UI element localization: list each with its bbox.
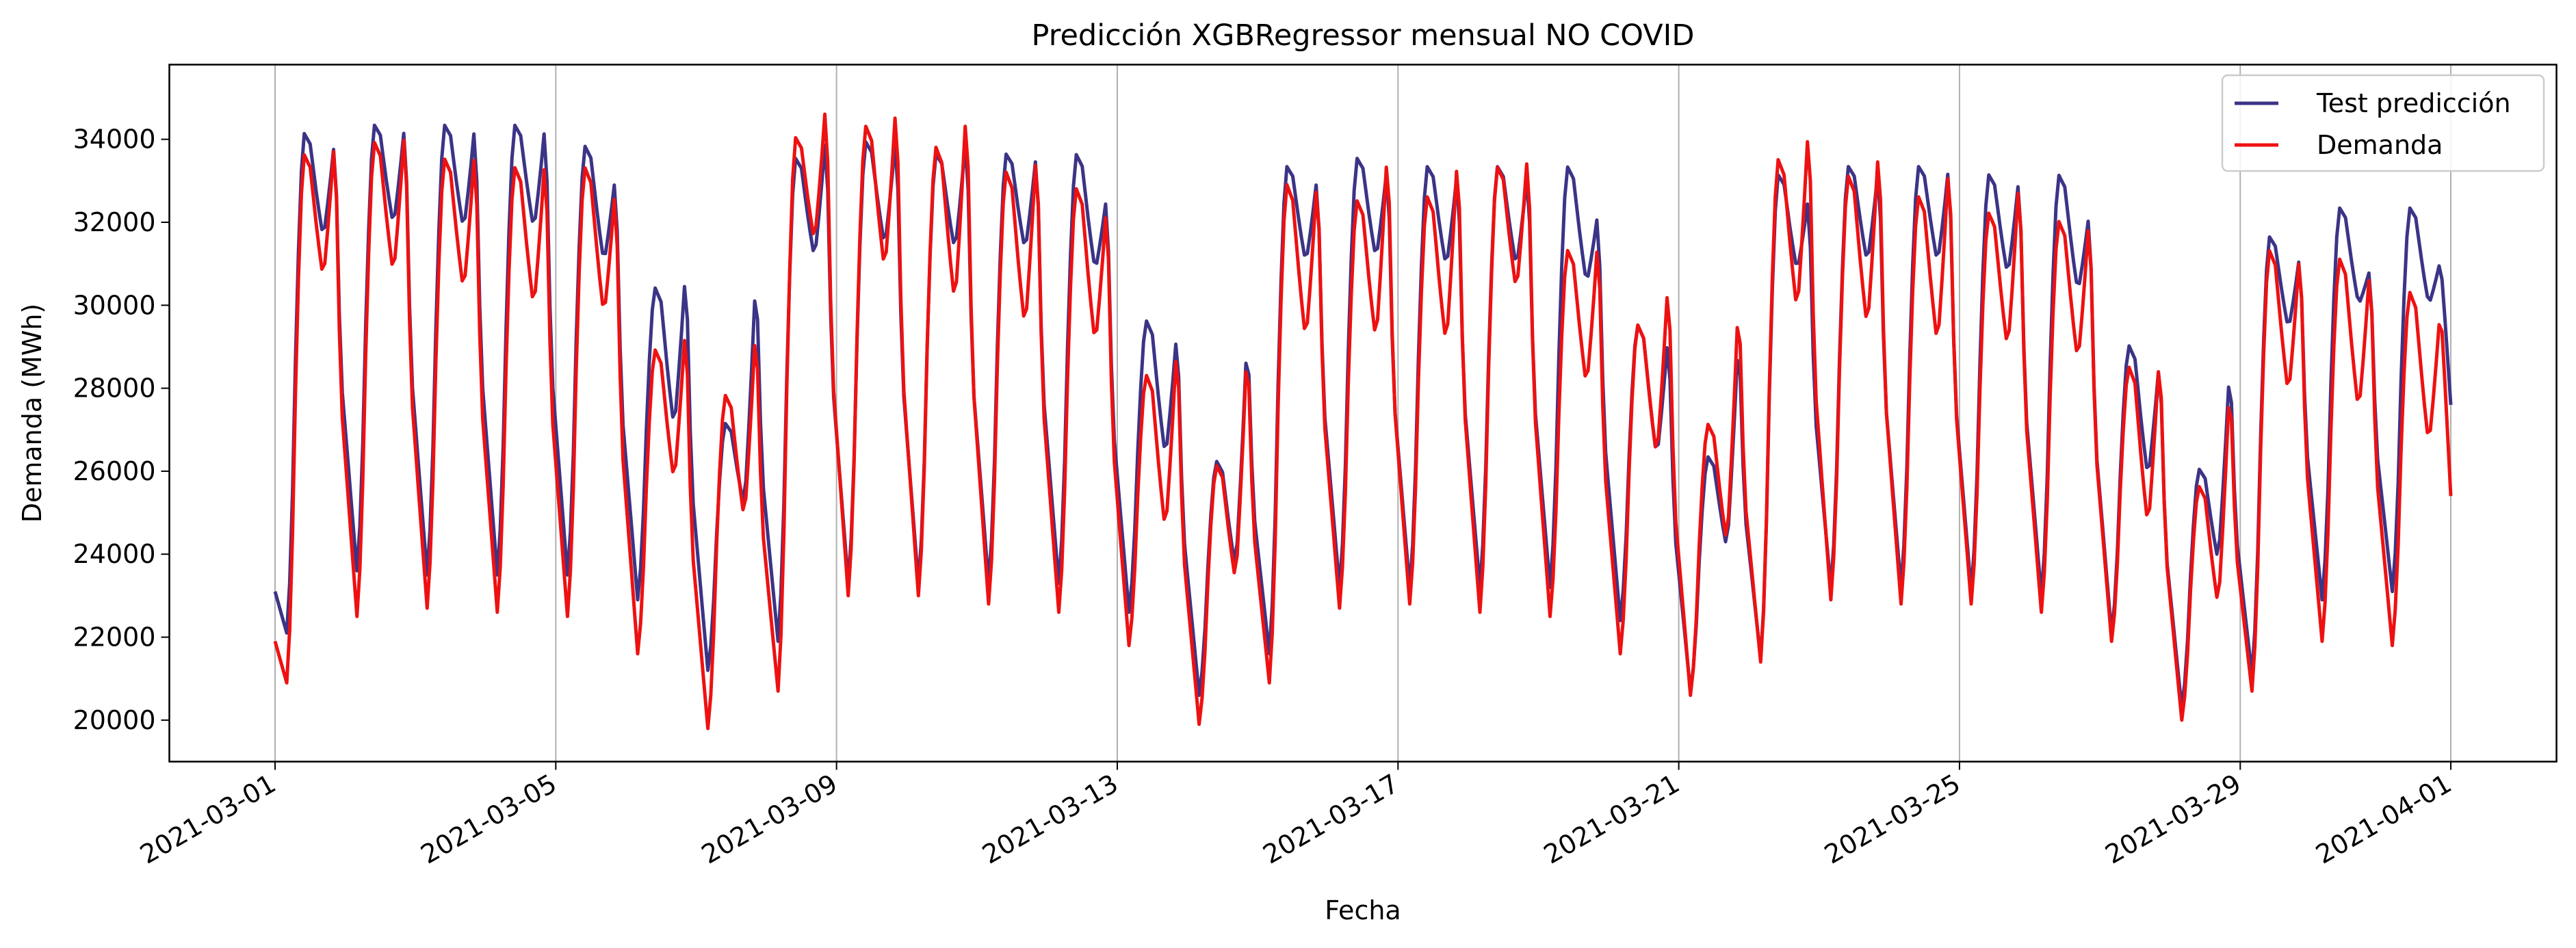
y-tick-label: 20000 (73, 705, 156, 735)
legend: Test predicción Demanda (2221, 74, 2545, 172)
y-tick-label: 22000 (73, 622, 156, 653)
y-tick-label: 26000 (73, 456, 156, 486)
y-tick-label: 34000 (73, 124, 156, 155)
series-line-demand (273, 112, 2453, 730)
series-line-prediction (273, 123, 2453, 710)
legend-box (2221, 74, 2545, 172)
plot-area-frame (168, 64, 2558, 763)
legend-label-demand: Demanda (2317, 130, 2443, 160)
y-axis: 20000 22000 24000 26000 28000 30000 32000 34000 (73, 124, 170, 735)
legend-label-prediction: Test predicción (2316, 88, 2511, 118)
chart-title: Predicción XGBRegressor mensual NO COVID (1032, 18, 1695, 53)
y-axis-label: Demanda (MWh) (17, 304, 47, 523)
x-axis-label: Fecha (1325, 895, 1401, 925)
y-tick-label: 24000 (73, 539, 156, 569)
series-lines (273, 112, 2453, 730)
y-tick-label: 32000 (73, 207, 156, 237)
y-tick-label: 30000 (73, 290, 156, 320)
y-tick-label: 28000 (73, 373, 156, 404)
